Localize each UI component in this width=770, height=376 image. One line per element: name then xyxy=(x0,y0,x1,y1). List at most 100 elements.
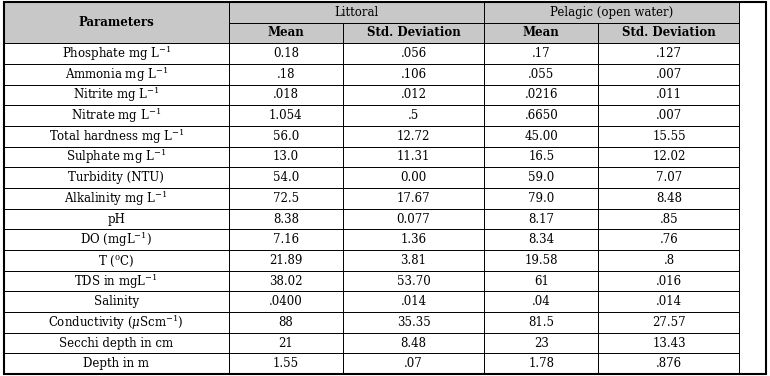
Text: 1.054: 1.054 xyxy=(269,109,303,122)
Text: 13.0: 13.0 xyxy=(273,150,299,164)
Text: 8.48: 8.48 xyxy=(400,337,427,350)
Bar xyxy=(598,85,739,105)
Bar xyxy=(343,333,484,353)
Text: .85: .85 xyxy=(660,212,678,226)
Bar xyxy=(484,250,598,271)
Bar xyxy=(598,229,739,250)
Text: 53.70: 53.70 xyxy=(397,274,430,288)
Bar xyxy=(598,353,739,374)
Bar xyxy=(343,188,484,209)
Text: 17.67: 17.67 xyxy=(397,192,430,205)
Bar xyxy=(484,291,598,312)
Text: 12.72: 12.72 xyxy=(397,130,430,143)
Text: 21.89: 21.89 xyxy=(270,254,303,267)
Bar xyxy=(229,353,343,374)
Text: 79.0: 79.0 xyxy=(528,192,554,205)
Text: .014: .014 xyxy=(656,295,682,308)
Text: Pelagic (open water): Pelagic (open water) xyxy=(550,6,674,19)
Text: Std. Deviation: Std. Deviation xyxy=(367,26,460,39)
Bar xyxy=(4,291,229,312)
Bar xyxy=(484,64,598,85)
Text: 3.81: 3.81 xyxy=(400,254,427,267)
Text: TDS in mgL$^{-1}$: TDS in mgL$^{-1}$ xyxy=(75,271,158,291)
Bar xyxy=(598,105,739,126)
Bar xyxy=(4,250,229,271)
Text: 0.077: 0.077 xyxy=(397,212,430,226)
Bar xyxy=(343,312,484,333)
Text: Depth in m: Depth in m xyxy=(83,357,149,370)
Bar xyxy=(598,64,739,85)
Bar xyxy=(229,2,484,23)
Text: 1.78: 1.78 xyxy=(528,357,554,370)
Text: 7.07: 7.07 xyxy=(656,171,682,184)
Bar xyxy=(229,188,343,209)
Bar xyxy=(4,126,229,147)
Bar xyxy=(484,23,598,43)
Text: 56.0: 56.0 xyxy=(273,130,299,143)
Text: Mean: Mean xyxy=(267,26,304,39)
Bar xyxy=(598,188,739,209)
Bar xyxy=(4,64,229,85)
Bar xyxy=(484,312,598,333)
Text: Total hardness mg L$^{-1}$: Total hardness mg L$^{-1}$ xyxy=(49,127,184,146)
Bar xyxy=(343,291,484,312)
Text: .056: .056 xyxy=(400,47,427,60)
Bar xyxy=(4,333,229,353)
Text: .106: .106 xyxy=(400,68,427,81)
Bar xyxy=(484,333,598,353)
Text: 13.43: 13.43 xyxy=(652,337,686,350)
Bar xyxy=(484,353,598,374)
Bar xyxy=(598,291,739,312)
Bar xyxy=(598,126,739,147)
Bar xyxy=(343,271,484,291)
Bar xyxy=(229,333,343,353)
Bar xyxy=(229,291,343,312)
Bar xyxy=(4,209,229,229)
Bar xyxy=(343,43,484,64)
Bar xyxy=(343,229,484,250)
Text: 38.02: 38.02 xyxy=(270,274,303,288)
Bar xyxy=(4,167,229,188)
Text: 11.31: 11.31 xyxy=(397,150,430,164)
Text: .6650: .6650 xyxy=(524,109,558,122)
Bar xyxy=(229,167,343,188)
Bar xyxy=(598,43,739,64)
Bar xyxy=(484,229,598,250)
Bar xyxy=(598,167,739,188)
Text: Secchi depth in cm: Secchi depth in cm xyxy=(59,337,173,350)
Bar xyxy=(229,23,343,43)
Text: .007: .007 xyxy=(656,68,682,81)
Bar xyxy=(4,229,229,250)
Bar xyxy=(4,188,229,209)
Bar xyxy=(229,105,343,126)
Bar xyxy=(229,209,343,229)
Bar xyxy=(229,126,343,147)
Text: .8: .8 xyxy=(664,254,675,267)
Text: Nitrate mg L$^{-1}$: Nitrate mg L$^{-1}$ xyxy=(71,106,162,125)
Bar xyxy=(484,85,598,105)
Text: .04: .04 xyxy=(532,295,551,308)
Text: 7.16: 7.16 xyxy=(273,233,299,246)
Bar xyxy=(343,126,484,147)
Bar xyxy=(343,23,484,43)
Bar xyxy=(4,85,229,105)
Text: Salinity: Salinity xyxy=(94,295,139,308)
Bar xyxy=(598,333,739,353)
Text: .876: .876 xyxy=(656,357,682,370)
Text: 8.48: 8.48 xyxy=(656,192,682,205)
Text: 19.58: 19.58 xyxy=(524,254,558,267)
Bar xyxy=(229,147,343,167)
Text: .011: .011 xyxy=(656,88,682,102)
Bar xyxy=(484,188,598,209)
Bar xyxy=(484,167,598,188)
Text: 8.34: 8.34 xyxy=(528,233,554,246)
Text: DO (mgL$^{-1}$): DO (mgL$^{-1}$) xyxy=(80,230,152,249)
Bar xyxy=(343,250,484,271)
Bar xyxy=(229,229,343,250)
Text: 1.55: 1.55 xyxy=(273,357,299,370)
Text: .007: .007 xyxy=(656,109,682,122)
Bar xyxy=(229,271,343,291)
Text: .016: .016 xyxy=(656,274,682,288)
Bar xyxy=(343,64,484,85)
Bar xyxy=(4,353,229,374)
